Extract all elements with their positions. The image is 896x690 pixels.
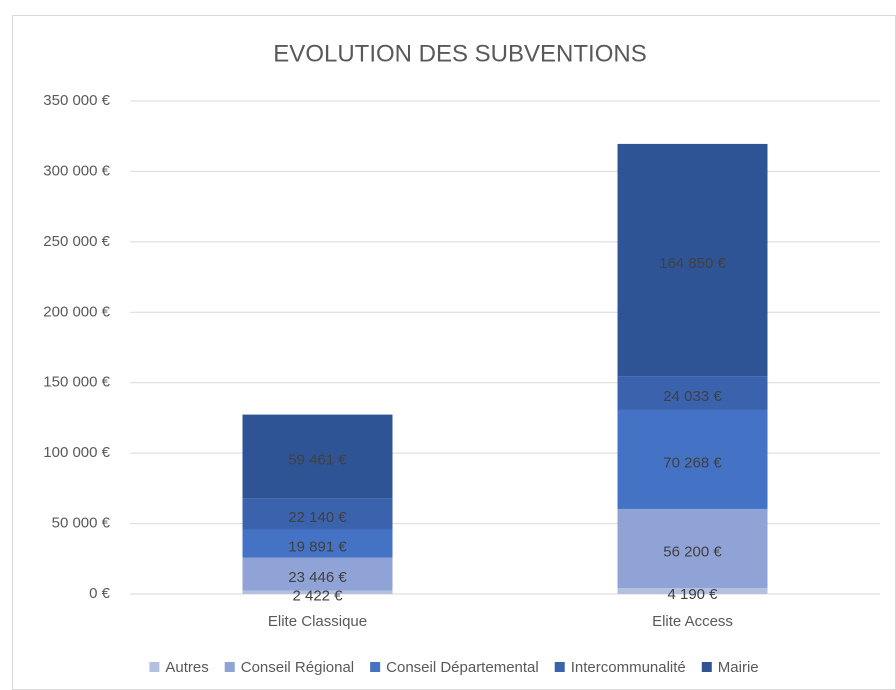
bar-segment [617,409,768,509]
y-tick-label: 100 000 € [43,444,110,461]
legend-label: Mairie [718,659,759,676]
y-tick-label: 0 € [89,585,111,602]
bar-segment [242,590,393,594]
y-tick-label: 350 000 € [43,92,110,109]
value-label: 56 200 € [663,543,722,560]
legend-swatch [224,662,235,672]
bar-segment [242,498,393,530]
legend-swatch [370,662,381,672]
bar-segment [242,414,393,499]
bar-segment [242,529,393,558]
value-label: 4 190 € [667,586,718,603]
legend-swatch [554,662,565,672]
x-tick-label: Elite Classique [268,613,367,630]
value-label: 24 033 € [663,388,722,405]
value-label: 22 140 € [288,509,347,526]
bar-segment [242,557,393,591]
y-tick-label: 150 000 € [43,374,110,391]
value-label: 59 461 € [288,451,347,468]
bar-segment [617,508,768,589]
value-label: 23 446 € [288,569,347,586]
chart-title: EVOLUTION DES SUBVENTIONS [273,40,646,67]
y-tick-label: 300 000 € [43,162,110,179]
legend-swatch [701,662,712,672]
value-label: 19 891 € [288,539,347,556]
legend-label: Conseil Régional [241,659,354,676]
legend-label: Intercommunalité [571,659,686,676]
value-label: 164 850 € [659,255,726,272]
x-tick-label: Elite Access [652,613,733,630]
legend-label: Conseil Départemental [386,659,539,676]
value-label: 70 268 € [663,454,722,471]
value-label: 2 422 € [292,587,343,604]
y-tick-label: 50 000 € [52,515,111,532]
legend-swatch [149,662,160,672]
legend-label: Autres [165,659,208,676]
bar-segment [617,376,768,410]
y-tick-label: 250 000 € [43,233,110,250]
bar-segment [617,588,768,594]
bar-segment [617,143,768,377]
y-tick-label: 200 000 € [43,303,110,320]
